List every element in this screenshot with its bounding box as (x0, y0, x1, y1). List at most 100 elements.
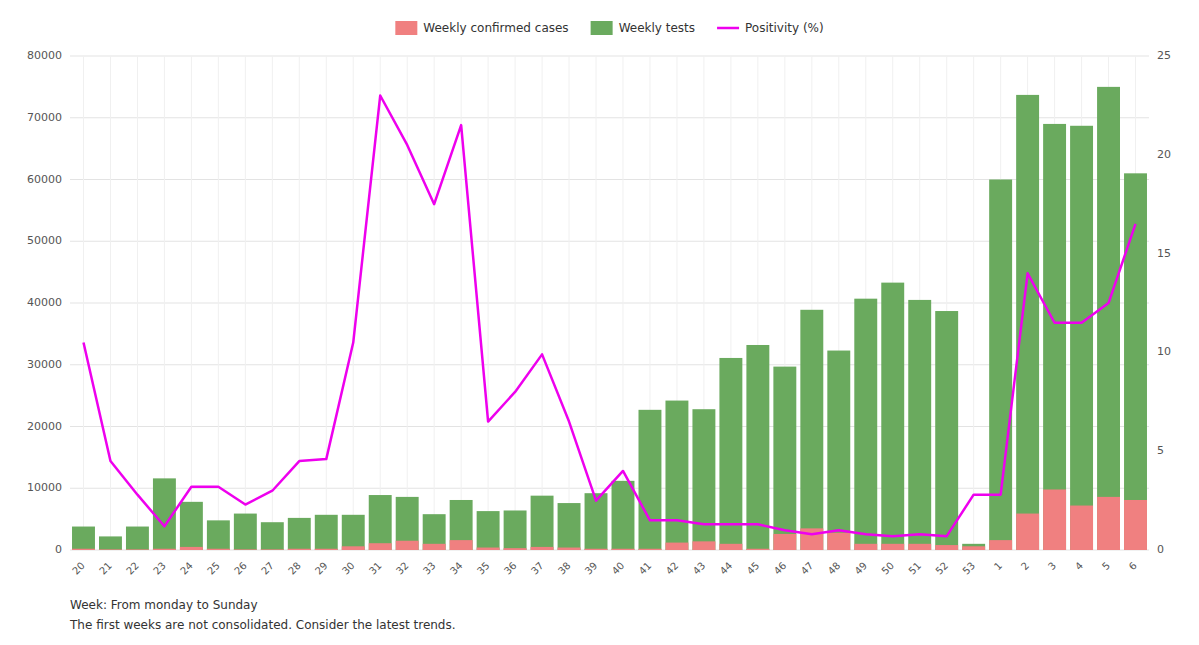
bar (612, 549, 635, 550)
grid-line-x (137, 56, 138, 550)
tick-label-y2: 10 (1157, 345, 1171, 358)
bar (288, 518, 311, 550)
tick-label-x: 2 (1019, 560, 1031, 572)
tick-label-x: 36 (502, 560, 519, 577)
tick-label-x: 25 (205, 560, 222, 577)
tick-label-x: 34 (448, 560, 465, 577)
tick-label-x: 21 (97, 560, 114, 577)
grid-line-x (569, 56, 570, 550)
tick-label-y: 70000 (27, 111, 62, 124)
tick-label-x: 6 (1127, 560, 1139, 572)
tick-label-x: 42 (664, 560, 681, 577)
bar (854, 544, 877, 550)
tick-label-x: 24 (178, 560, 195, 577)
bar (773, 534, 796, 550)
legend-label: Positivity (%) (745, 21, 824, 35)
bar (342, 515, 365, 550)
legend-swatch (395, 21, 417, 35)
bar (234, 514, 257, 550)
bar (288, 549, 311, 550)
bar (207, 520, 230, 550)
tick-label-y2: 20 (1157, 148, 1171, 161)
grid-line-x (218, 56, 219, 550)
bar (369, 543, 392, 550)
tick-label-y: 40000 (27, 296, 62, 309)
bar (1016, 514, 1039, 550)
axes: 0100002000030000400005000060000700008000… (27, 49, 1171, 577)
bar-series (72, 87, 1147, 550)
bar (908, 300, 931, 550)
bar (423, 544, 446, 550)
tick-label-y2: 0 (1157, 543, 1164, 556)
bar (261, 549, 284, 550)
bar (585, 549, 608, 550)
tick-label-x: 37 (529, 560, 546, 577)
bar (504, 548, 527, 550)
tick-label-y: 20000 (27, 420, 62, 433)
tick-label-x: 26 (232, 560, 249, 577)
bar (692, 409, 715, 550)
bar (800, 528, 823, 550)
tick-label-x: 45 (745, 560, 762, 577)
grid-line-x (191, 56, 192, 550)
footnote: The first weeks are not consolidated. Co… (69, 618, 456, 632)
tick-label-x: 29 (313, 560, 330, 577)
grid-line-x (326, 56, 327, 550)
grid-line-x (515, 56, 516, 550)
line (83, 96, 1135, 537)
grid-line-x (272, 56, 273, 550)
chart: 0100002000030000400005000060000700008000… (0, 0, 1199, 645)
tick-label-y: 80000 (27, 49, 62, 62)
bar (773, 367, 796, 550)
tick-label-y2: 15 (1157, 247, 1171, 260)
grid-line-y (70, 241, 1149, 242)
bar (1043, 489, 1066, 550)
bar (504, 510, 527, 550)
tick-label-x: 47 (799, 560, 816, 577)
bar (612, 481, 635, 550)
tick-label-x: 38 (556, 560, 573, 577)
bar (881, 544, 904, 550)
tick-label-x: 32 (394, 560, 411, 577)
annotations: Week: From monday to SundayThe first wee… (69, 598, 456, 632)
bar (72, 549, 95, 550)
bar (423, 514, 446, 550)
grid-line-y (70, 488, 1149, 489)
bar (827, 533, 850, 550)
grid (70, 56, 1149, 550)
tick-label-y2: 5 (1157, 444, 1164, 457)
bar (1070, 126, 1093, 550)
tick-label-x: 41 (637, 560, 654, 577)
grid-line-y (70, 426, 1149, 427)
grid-line-x (83, 56, 84, 550)
bar (180, 547, 203, 550)
grid-line-x (434, 56, 435, 550)
grid-line-x (110, 56, 111, 550)
bar (558, 548, 581, 550)
grid-line-x (407, 56, 408, 550)
plot-marks (72, 87, 1147, 550)
bar (99, 536, 122, 550)
bar (1070, 506, 1093, 550)
bar (638, 410, 661, 550)
grid-line-x (622, 56, 623, 550)
tick-label-y: 0 (55, 543, 62, 556)
bar (692, 541, 715, 550)
bar (1124, 173, 1147, 550)
bar (234, 549, 257, 550)
tick-label-x: 31 (367, 560, 384, 577)
grid-line-x (353, 56, 354, 550)
grid-line-x (542, 56, 543, 550)
bar (962, 546, 985, 550)
bar (1097, 497, 1120, 550)
bar (746, 549, 769, 550)
tick-label-x: 27 (259, 560, 276, 577)
tick-label-y2: 25 (1157, 49, 1171, 62)
grid-line-x (596, 56, 597, 550)
bar (638, 549, 661, 550)
tick-label-x: 40 (610, 560, 627, 577)
bar (261, 522, 284, 550)
bar (665, 401, 688, 550)
bar (1043, 124, 1066, 550)
bar (1016, 95, 1039, 550)
